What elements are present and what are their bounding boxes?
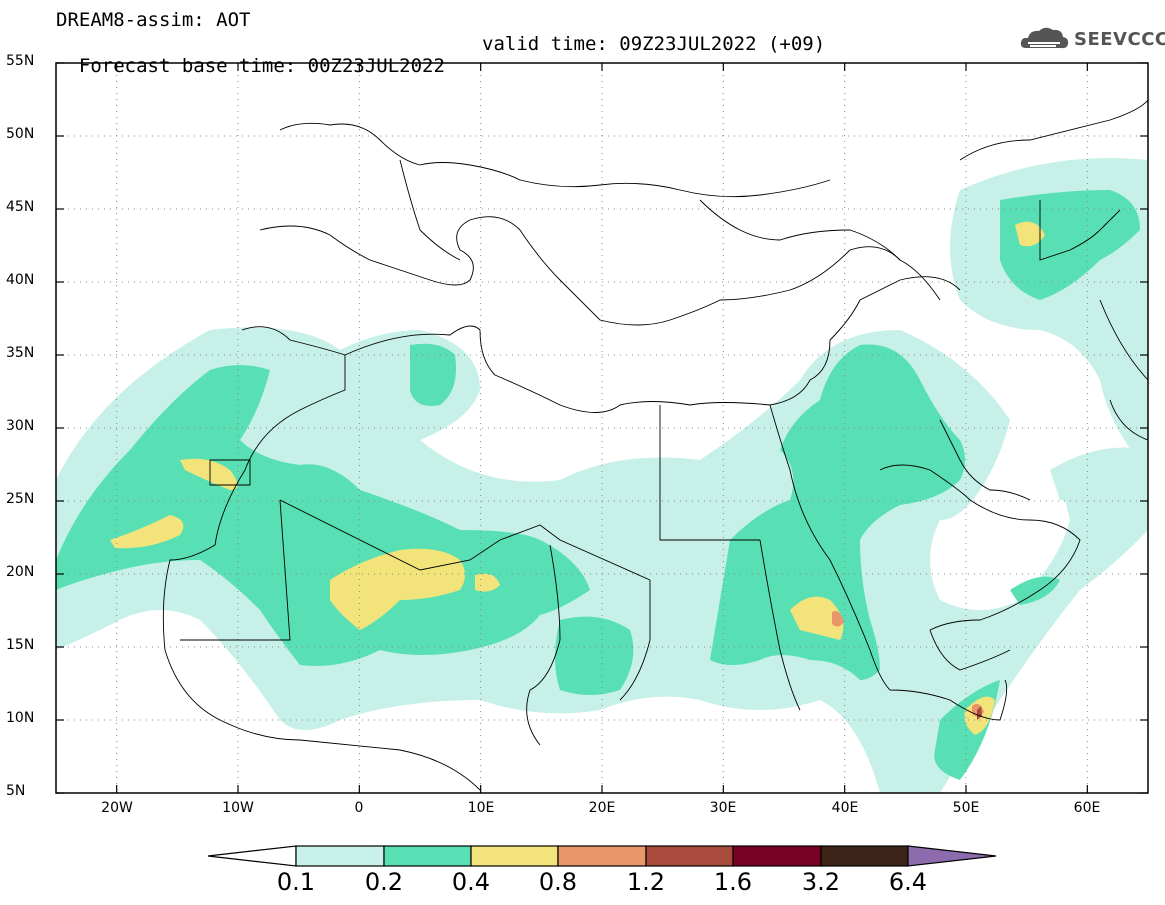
lon-label-60e: 60E <box>1073 800 1101 816</box>
lat-label-10n: 10N <box>6 710 35 726</box>
forecast-times: Forecast base time: 00Z23JUL2022 valid t… <box>56 33 825 99</box>
aot-fields <box>56 158 1148 793</box>
lat-label-35n: 35N <box>6 345 35 361</box>
colorbar-bin-1 <box>295 845 385 867</box>
colorbar-label-0-1: 0.1 <box>276 868 316 896</box>
lat-label-15n: 15N <box>6 637 35 653</box>
colorbar-label-0-4: 0.4 <box>451 868 491 896</box>
colorbar-label-6-4: 6.4 <box>888 868 928 896</box>
lat-label-45n: 45N <box>6 199 35 215</box>
lon-label-50e: 50E <box>952 800 980 816</box>
lon-label-10w: 10W <box>222 800 254 816</box>
logo-text: SEEVCCC <box>1074 28 1165 50</box>
lat-label-25n: 25N <box>6 491 35 507</box>
cloud-icon <box>1020 27 1069 49</box>
colorbar-label-1-6: 1.6 <box>713 868 753 896</box>
colorbar-bin-6 <box>732 845 822 867</box>
map-title: DREAM8-assim: AOT <box>56 9 251 31</box>
colorbar-label-0-2: 0.2 <box>364 868 404 896</box>
seevccc-logo: SEEVCCC <box>1018 22 1165 56</box>
colorbar-bin-4 <box>557 845 647 867</box>
lon-label-40e: 40E <box>831 800 859 816</box>
lat-label-20n: 20N <box>6 564 35 580</box>
lat-label-30n: 30N <box>6 418 35 434</box>
base-time-label: Forecast base time: 00Z23JUL2022 <box>78 55 445 77</box>
lon-label-0: 0 <box>354 800 364 816</box>
colorbar-label-3-2: 3.2 <box>801 868 841 896</box>
lon-label-10e: 10E <box>467 800 495 816</box>
lon-label-20w: 20W <box>101 800 133 816</box>
lat-label-50n: 50N <box>6 126 35 142</box>
country-boundaries <box>162 99 1148 791</box>
colorbar-bin-5 <box>645 845 734 867</box>
colorbar-bin-7 <box>820 845 909 867</box>
colorbar-bin-2 <box>383 845 472 867</box>
lon-label-30e: 30E <box>709 800 737 816</box>
colorbar-label-1-2: 1.2 <box>626 868 666 896</box>
lat-label-40n: 40N <box>6 272 35 288</box>
colorbar-low-arrow <box>207 845 297 867</box>
colorbar-high-arrow <box>907 845 997 867</box>
graticule <box>56 63 1148 793</box>
lat-label-5n: 5N <box>6 783 26 799</box>
valid-time-label: valid time: 09Z23JUL2022 (+09) <box>482 33 826 55</box>
lon-label-20e: 20E <box>588 800 616 816</box>
colorbar-label-0-8: 0.8 <box>538 868 578 896</box>
axis-ticks <box>56 62 1148 794</box>
lat-label-55n: 55N <box>6 53 35 69</box>
colorbar-bin-3 <box>470 845 559 867</box>
colorbar <box>207 845 997 867</box>
